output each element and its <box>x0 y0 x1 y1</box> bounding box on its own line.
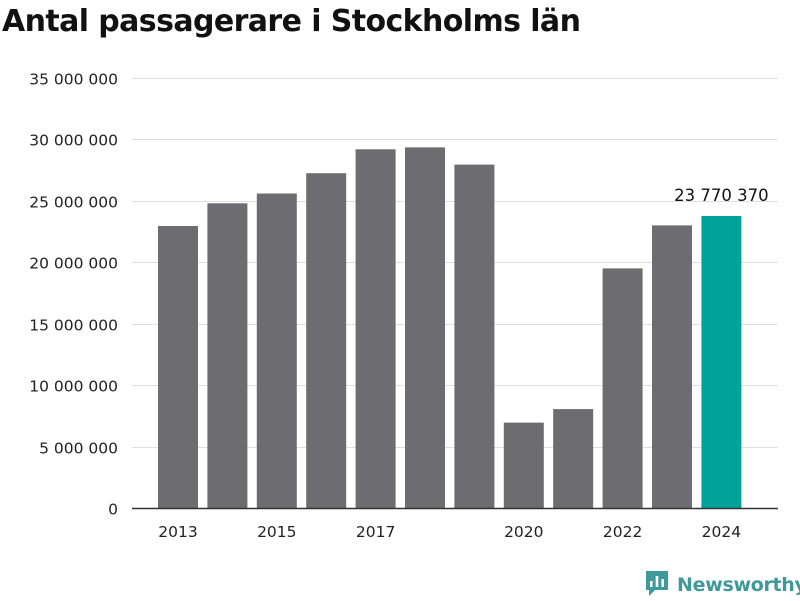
bar-2014 <box>207 203 248 509</box>
y-tick-label: 15 000 000 <box>29 317 118 335</box>
x-axis-tick-labels: 2013 2015 2017 2020 2022 2024 <box>158 523 741 541</box>
x-tick-label: 2015 <box>257 523 296 541</box>
y-tick-label: 10 000 000 <box>29 378 118 396</box>
bar-2020 <box>503 422 544 508</box>
y-tick-label: 0 <box>108 501 118 519</box>
x-tick-label: 2022 <box>603 523 642 541</box>
x-tick-label: 2020 <box>504 523 543 541</box>
bar-2018 <box>405 147 445 508</box>
x-tick-label: 2013 <box>158 523 197 541</box>
brand-name: Newsworthy <box>677 574 800 596</box>
bar-2015 <box>256 193 297 508</box>
x-tick-label: 2024 <box>702 523 741 541</box>
brand-logo[interactable]: Newsworthy <box>644 570 800 600</box>
y-axis-tick-labels: 0 5 000 000 10 000 000 15 000 000 20 000 000… <box>29 71 118 519</box>
bar-chart: 0 5 000 000 10 000 000 15 000 000 20 000 000… <box>29 71 778 541</box>
bars <box>158 147 742 509</box>
y-tick-label: 20 000 000 <box>29 255 118 273</box>
bar-2016 <box>306 173 347 508</box>
bar-2024 <box>701 216 742 508</box>
data-label: 23 770 370 <box>674 186 768 205</box>
y-tick-label: 35 000 000 <box>29 71 118 89</box>
bar-2013 <box>158 226 198 508</box>
newsworthy-logo-icon <box>644 569 670 601</box>
x-tick-label: 2017 <box>356 523 395 541</box>
annotations: 23 770 370 <box>674 186 768 205</box>
page-title: Antal passagerare i Stockholms län <box>2 4 581 39</box>
y-tick-label: 30 000 000 <box>29 132 118 150</box>
y-tick-label: 5 000 000 <box>39 440 118 458</box>
y-tick-label: 25 000 000 <box>29 194 118 212</box>
bar-2022 <box>602 268 643 508</box>
bar-2021 <box>553 409 594 508</box>
bar-2019 <box>454 164 495 508</box>
bar-2023 <box>652 225 692 508</box>
bar-2017 <box>355 149 396 509</box>
